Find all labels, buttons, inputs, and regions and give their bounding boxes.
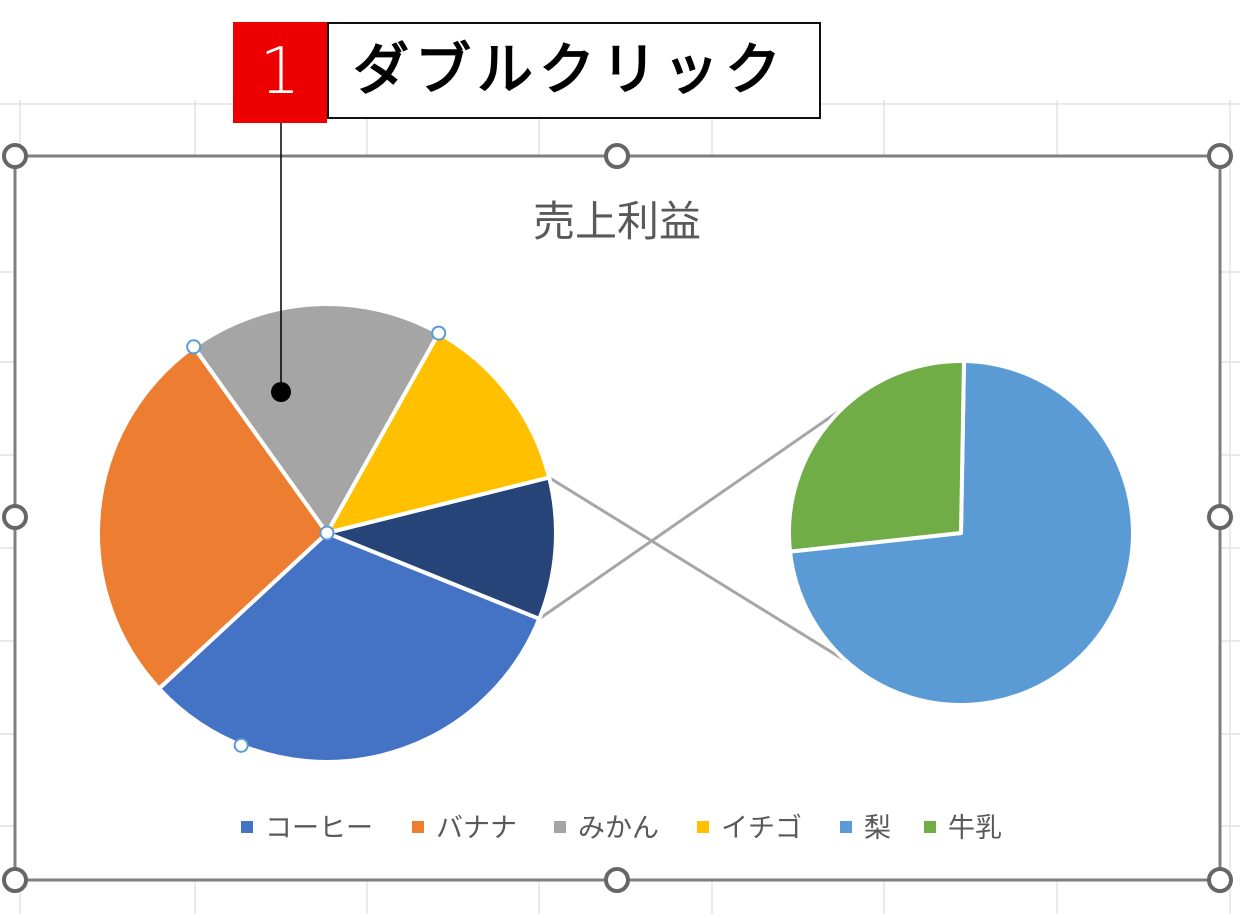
callout-step-number: 1	[233, 22, 327, 123]
chart-title[interactable]: 売上利益	[533, 197, 701, 246]
legend-swatch-e38390e3838ae3838a	[412, 821, 424, 833]
resize-handle[interactable]	[2, 143, 28, 169]
legend-label: 牛乳	[948, 813, 1002, 844]
pie-slice-e38390e3838ae3838a[interactable]	[96, 344, 329, 691]
slice-selection-handle[interactable]	[186, 339, 202, 355]
slice-selection-handles	[186, 325, 447, 753]
resize-handle[interactable]	[1207, 867, 1233, 893]
legend-label: みかん	[578, 813, 659, 844]
pie-slice-e382a4e38381e382b4[interactable]	[325, 331, 552, 535]
callout-target-dot	[271, 382, 291, 402]
resize-handle[interactable]	[604, 867, 630, 893]
legend-swatch-e382a4e38381e382b4	[697, 821, 709, 833]
callout-label: ダブルクリック	[327, 22, 821, 119]
legend-label: イチゴ	[721, 813, 802, 844]
resize-handle[interactable]	[2, 504, 28, 530]
pie-slice-e3819de381aee4bb96[interactable]	[325, 475, 558, 621]
resize-handle[interactable]	[604, 143, 630, 169]
legend[interactable]: コーヒー バナナ みかん イチゴ 梨 牛乳	[241, 813, 1002, 844]
slice-selection-handle[interactable]	[319, 525, 335, 541]
pie-slice-e382b3e383bce38392e383bc[interactable]	[157, 531, 542, 764]
legend-label: 梨	[864, 813, 891, 844]
secondary-pie[interactable]	[787, 358, 1135, 707]
slice-selection-handle[interactable]	[431, 325, 447, 341]
legend-swatch-e7899be4b9b3	[924, 821, 936, 833]
resize-handle[interactable]	[2, 867, 28, 893]
pie-slice-e381bfe3818be38293[interactable]	[191, 302, 441, 535]
resize-handle[interactable]	[1207, 143, 1233, 169]
legend-swatch-e6a2a8	[840, 821, 852, 833]
slice-selection-handle[interactable]	[233, 737, 249, 753]
chart-resize-handles	[2, 143, 1233, 893]
connector-line-top	[538, 373, 892, 621]
legend-swatch-e382b3e383bce38392e383bc	[241, 821, 253, 833]
legend-label: コーヒー	[265, 813, 373, 844]
main-pie[interactable]	[96, 302, 558, 764]
pie-slice-e7899be4b9b3[interactable]	[787, 358, 966, 554]
legend-swatch-e381bfe3818be38293	[554, 821, 566, 833]
legend-label: バナナ	[436, 813, 517, 844]
resize-handle[interactable]	[1207, 504, 1233, 530]
